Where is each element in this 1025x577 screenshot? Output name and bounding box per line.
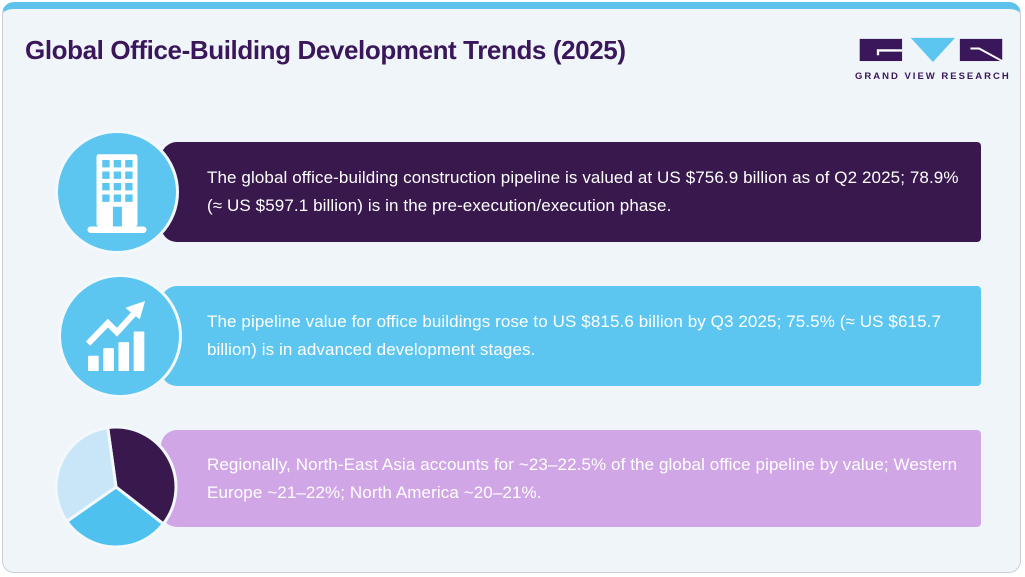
brand-name: GRAND VIEW RESEARCH — [855, 71, 1011, 82]
insight-text: The pipeline value for office buildings … — [207, 312, 942, 359]
pie-icon-badge — [51, 422, 181, 552]
office-building-icon — [87, 154, 147, 233]
gvr-logo-icon — [859, 37, 1003, 62]
insight-text: Regionally, North-East Asia accounts for… — [207, 454, 958, 502]
page-title: Global Office-Building Development Trend… — [25, 35, 626, 65]
insight-text: The global office-building construction … — [207, 168, 959, 215]
insight-banner-pipeline-growth: The pipeline value for office buildings … — [161, 286, 981, 386]
growth-icon-badge — [58, 274, 182, 398]
insight-banner-regional-share: Regionally, North-East Asia accounts for… — [161, 430, 981, 527]
brand-logo: GRAND VIEW RESEARCH — [855, 36, 1011, 82]
pie-chart-icon — [54, 425, 178, 549]
growth-chart-icon — [85, 301, 146, 371]
insight-banner-pipeline-value: The global office-building construction … — [161, 142, 981, 242]
building-icon-badge — [55, 130, 179, 254]
